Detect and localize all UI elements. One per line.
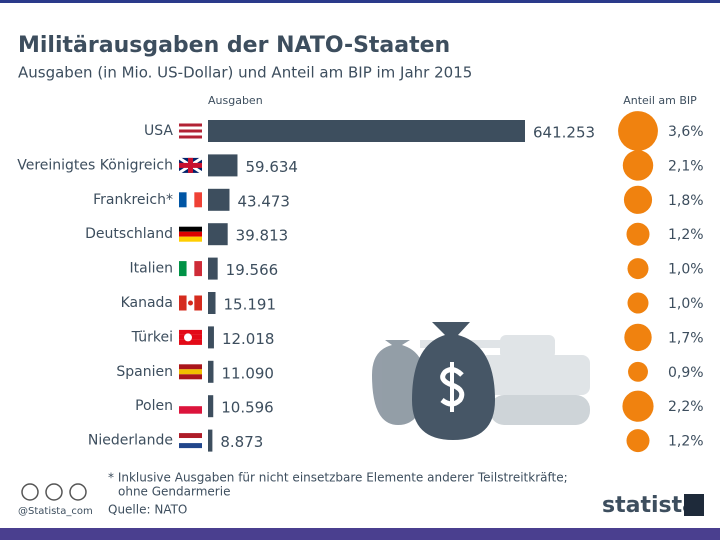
brand-mark — [684, 494, 704, 516]
flag — [179, 123, 202, 127]
flag — [179, 438, 202, 444]
value-label: 12.018 — [222, 330, 275, 348]
value-label: 641.253 — [533, 124, 595, 142]
bar — [208, 188, 230, 211]
flag — [184, 333, 192, 342]
category-label: Vereinigtes Königreich — [17, 157, 173, 173]
flag — [188, 300, 193, 306]
flag — [179, 129, 202, 133]
value-label: 15.191 — [224, 296, 277, 314]
bar — [208, 154, 238, 177]
footnote: ohne Gendarmerie — [118, 485, 230, 499]
bar — [208, 360, 214, 383]
flag — [179, 226, 202, 232]
license-icons — [21, 483, 87, 501]
flag — [179, 406, 202, 414]
value-label: 43.473 — [237, 192, 290, 210]
category-label: Niederlande — [88, 433, 173, 449]
bar — [208, 120, 525, 142]
flag — [186, 192, 195, 208]
value-label: 1,8% — [668, 193, 704, 209]
column-header: Ausgaben — [208, 94, 263, 107]
bar — [208, 292, 216, 314]
category-label: USA — [144, 123, 173, 139]
share-circle — [622, 150, 654, 181]
value-label: 2,2% — [668, 399, 704, 415]
bottom-strip — [0, 528, 720, 540]
category-label: Spanien — [116, 364, 173, 380]
value-label: 3,6% — [668, 124, 704, 140]
value-label: 19.566 — [226, 261, 279, 279]
bar — [208, 257, 218, 280]
flag — [179, 236, 202, 242]
share-circle — [624, 323, 652, 352]
chart-subtitle: Ausgaben (in Mio. US-Dollar) und Anteil … — [18, 64, 472, 82]
share-circle — [626, 429, 650, 453]
value-label: 1,2% — [668, 227, 704, 243]
value-label: 0,9% — [668, 365, 704, 381]
flag — [194, 261, 202, 277]
flag — [179, 132, 202, 136]
category-label: Türkei — [131, 329, 173, 345]
category-label: Deutschland — [85, 226, 173, 242]
flag — [186, 261, 195, 277]
flag — [179, 329, 202, 335]
share-circle — [623, 185, 653, 214]
value-label: 39.813 — [236, 227, 288, 245]
footnote: * Inklusive Ausgaben für nicht einsetzba… — [108, 471, 568, 485]
flag — [179, 398, 202, 407]
flag — [179, 374, 202, 380]
flag — [179, 126, 202, 130]
flag — [179, 295, 187, 311]
bar — [208, 223, 228, 246]
column-header: Anteil am BIP — [623, 94, 697, 107]
value-label: 1,2% — [668, 434, 704, 450]
flag — [179, 231, 202, 237]
value-label: 10.596 — [221, 399, 274, 417]
category-label: Polen — [135, 398, 173, 414]
value-label: 2,1% — [668, 158, 704, 174]
flag — [194, 192, 202, 208]
value-label: 8.873 — [220, 433, 263, 451]
value-label: 1,0% — [668, 262, 704, 278]
top-strip — [0, 0, 720, 3]
flag — [179, 443, 202, 449]
value-label: 11.090 — [221, 364, 274, 382]
share-circle — [627, 258, 649, 280]
value-label: 1,7% — [668, 330, 704, 346]
brand-logo: statista — [602, 493, 697, 518]
illustration — [372, 322, 590, 440]
share-circle — [626, 222, 650, 246]
chart-title: Militärausgaben der NATO-Staaten — [18, 33, 450, 58]
share-circle — [618, 111, 658, 151]
flag — [179, 364, 202, 370]
flag — [179, 433, 202, 439]
bar — [208, 395, 214, 418]
share-circle — [627, 292, 649, 314]
value-label: 59.634 — [245, 158, 297, 176]
value-label: 1,0% — [668, 296, 704, 312]
flag — [179, 192, 187, 208]
category-label: Italien — [130, 261, 173, 277]
flag — [179, 339, 202, 345]
flag — [188, 157, 193, 173]
share-circle — [622, 390, 654, 422]
category-label: Frankreich* — [93, 192, 173, 208]
flag — [179, 261, 187, 277]
bar — [208, 429, 213, 452]
flag — [179, 369, 202, 375]
bar — [208, 326, 214, 349]
flag — [179, 135, 202, 139]
flag — [194, 295, 202, 311]
credit: @Statista_com — [18, 506, 93, 517]
category-label: Kanada — [121, 295, 173, 311]
share-circle — [628, 361, 648, 382]
source: Quelle: NATO — [108, 503, 187, 517]
